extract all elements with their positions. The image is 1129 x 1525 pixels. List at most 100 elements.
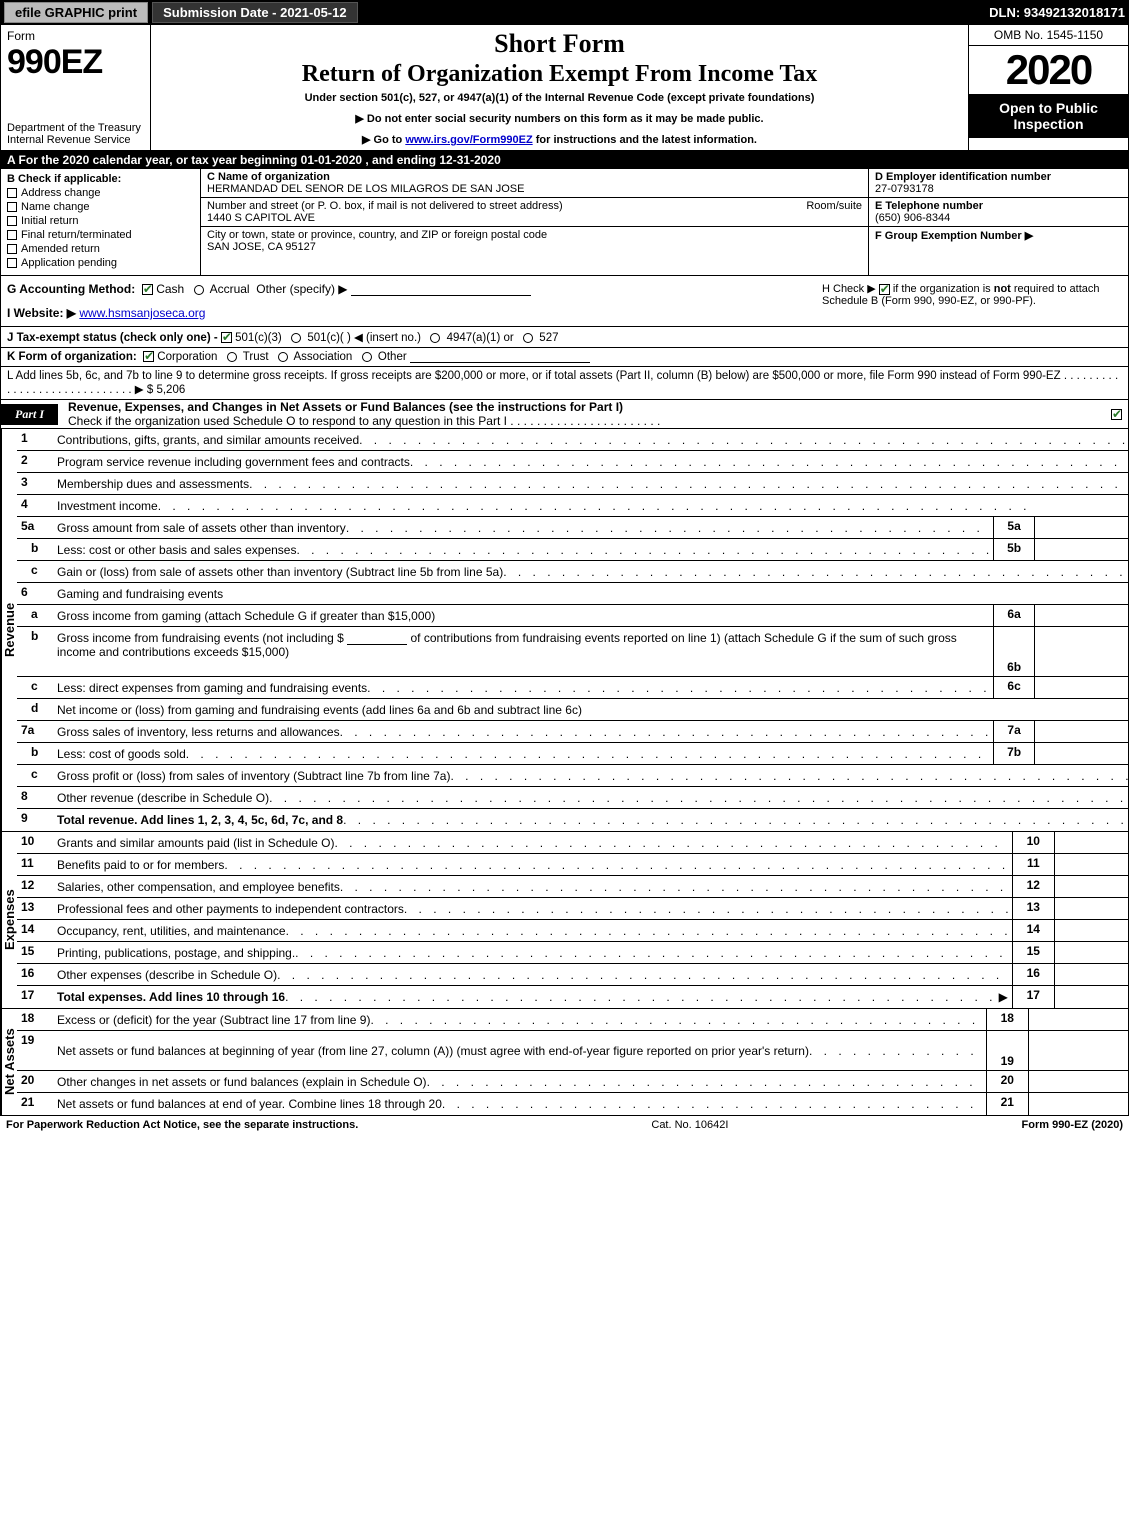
ln1-desc: Contributions, gifts, grants, and simila… <box>57 433 359 447</box>
ln9-num: 9 <box>17 809 53 831</box>
ln6d-desc: Net income or (loss) from gaming and fun… <box>57 703 582 717</box>
chk-527[interactable] <box>523 333 533 343</box>
lbl-name-change: Name change <box>21 201 90 213</box>
d-ein-label: D Employer identification number <box>875 171 1051 183</box>
ln19-num: 19 <box>17 1031 53 1070</box>
ln16-rnum: 16 <box>1012 964 1054 985</box>
chk-accrual[interactable] <box>194 285 204 295</box>
efile-graphic-print-button[interactable]: efile GRAPHIC print <box>4 2 148 23</box>
row-g-h: G Accounting Method: Cash Accrual Other … <box>1 276 1128 327</box>
dots: . . . . . . . . . . . . . . . . . . . . … <box>285 990 999 1004</box>
lbl-amended-return: Amended return <box>21 243 100 255</box>
ln14-rnum: 14 <box>1012 920 1054 941</box>
dept-irs: Internal Revenue Service <box>7 134 144 146</box>
org-address: 1440 S CAPITOL AVE <box>207 212 315 224</box>
dots: . . . . . . . . . . . . . . . . . . . . … <box>410 455 1129 469</box>
revenue-section: Revenue 1 Contributions, gifts, grants, a… <box>1 429 1128 832</box>
chk-4947[interactable] <box>430 333 440 343</box>
chk-address-change[interactable] <box>7 188 17 198</box>
e-tel-label: E Telephone number <box>875 200 983 212</box>
ln6-desc: Gaming and fundraising events <box>57 587 223 601</box>
dots: . . . . . . . . . . . . . . . . . . . . … <box>340 880 1008 894</box>
dots: . . . . . . . . . . . . . . . . . . . . … <box>809 1044 982 1058</box>
ln15-val <box>1054 942 1129 963</box>
lbl-cash: Cash <box>156 282 184 296</box>
ln4-num: 4 <box>17 495 53 516</box>
chk-final-return[interactable] <box>7 230 17 240</box>
dots: . . . . . . . . . . . . . . . . . . . . … <box>295 946 1008 960</box>
ln21-num: 21 <box>17 1093 53 1115</box>
h-pre: H Check ▶ <box>822 283 879 295</box>
expenses-side-label: Expenses <box>1 832 17 1008</box>
ln18-val: -2,541 <box>1028 1009 1129 1030</box>
dots: . . . . . . . . . . . . . . . . . . . . … <box>442 1097 982 1111</box>
dots: . . . . . . . . . . . . . . . . . . . . … <box>503 565 1129 579</box>
ln3-num: 3 <box>17 473 53 494</box>
ln16-desc: Other expenses (describe in Schedule O) <box>57 968 277 982</box>
chk-h-schedule-b[interactable] <box>879 284 890 295</box>
col-c-org-info: C Name of organization HERMANDAD DEL SEN… <box>201 169 868 275</box>
other-org-input[interactable] <box>410 351 590 363</box>
chk-501c[interactable] <box>291 333 301 343</box>
chk-corporation[interactable] <box>143 351 154 362</box>
ln6a-desc: Gross income from gaming (attach Schedul… <box>57 609 435 623</box>
ln6c-num: c <box>17 677 53 698</box>
ln7b-num: b <box>17 743 53 764</box>
part-i-checknote: Check if the organization used Schedule … <box>68 414 507 428</box>
ln15-desc: Printing, publications, postage, and shi… <box>57 946 295 960</box>
chk-cash[interactable] <box>142 284 153 295</box>
ln6a-mnum: 6a <box>993 605 1035 626</box>
dots: . . . . . . . . . . . . . . . . . . . . … <box>340 725 990 739</box>
lbl-final-return: Final return/terminated <box>21 229 132 241</box>
l-text: L Add lines 5b, 6c, and 7b to line 9 to … <box>7 370 1061 382</box>
form-990ez: Form 990EZ Department of the Treasury In… <box>0 24 1129 1116</box>
ln13-num: 13 <box>17 898 53 919</box>
chk-schedule-o-part1[interactable] <box>1111 409 1122 420</box>
ssn-warning: ▶ Do not enter social security numbers o… <box>159 112 960 125</box>
ln6b-mnum: 6b <box>993 627 1035 676</box>
irs-link[interactable]: www.irs.gov/Form990EZ <box>405 134 532 146</box>
h-mid: if the organization is <box>893 283 994 295</box>
chk-501c3[interactable] <box>221 332 232 343</box>
form-header: Form 990EZ Department of the Treasury In… <box>1 25 1128 151</box>
website-link[interactable]: www.hsmsanjoseca.org <box>79 306 205 320</box>
ln5a-mnum: 5a <box>993 517 1035 538</box>
ln21-rnum: 21 <box>986 1093 1028 1115</box>
lbl-501c3: 501(c)(3) <box>235 332 282 344</box>
ln12-rnum: 12 <box>1012 876 1054 897</box>
ln7c-desc: Gross profit or (loss) from sales of inv… <box>57 769 450 783</box>
lbl-other-method: Other (specify) ▶ <box>256 282 347 296</box>
ln10-val <box>1054 832 1129 853</box>
submission-date-button[interactable]: Submission Date - 2021-05-12 <box>152 2 358 23</box>
chk-application-pending[interactable] <box>7 258 17 268</box>
dots: . . . . . . . . . . . . . . . . . . . . … <box>450 769 1129 783</box>
ln5a-num: 5a <box>17 517 53 538</box>
title-return: Return of Organization Exempt From Incom… <box>159 61 960 88</box>
ln5a-desc: Gross amount from sale of assets other t… <box>57 521 346 535</box>
col-b-checkboxes: B Check if applicable: Address change Na… <box>1 169 201 275</box>
goto-pre: ▶ Go to <box>362 134 405 146</box>
chk-trust[interactable] <box>227 352 237 362</box>
revenue-side-label: Revenue <box>1 429 17 831</box>
ln6b-desc1: Gross income from fundraising events (no… <box>57 631 344 645</box>
ln13-val: 90 <box>1054 898 1129 919</box>
ln15-num: 15 <box>17 942 53 963</box>
other-method-input[interactable] <box>351 284 531 296</box>
form-label: Form <box>7 29 144 43</box>
ln6c-mval: 0 <box>1035 677 1129 698</box>
chk-name-change[interactable] <box>7 202 17 212</box>
omb-number: OMB No. 1545-1150 <box>969 25 1128 46</box>
ln17-desc: Total expenses. Add lines 10 through 16 <box>57 990 285 1004</box>
chk-amended-return[interactable] <box>7 244 17 254</box>
lbl-initial-return: Initial return <box>21 215 78 227</box>
ln5c-num: c <box>17 561 53 582</box>
ln1-num: 1 <box>17 429 53 450</box>
ln6-num: 6 <box>17 583 53 604</box>
chk-other-org[interactable] <box>362 352 372 362</box>
chk-initial-return[interactable] <box>7 216 17 226</box>
ln6b-input[interactable] <box>347 633 407 645</box>
chk-association[interactable] <box>278 352 288 362</box>
tel-value: (650) 906-8344 <box>875 212 950 224</box>
subtitle: Under section 501(c), 527, or 4947(a)(1)… <box>159 92 960 104</box>
ein-value: 27-0793178 <box>875 183 934 195</box>
